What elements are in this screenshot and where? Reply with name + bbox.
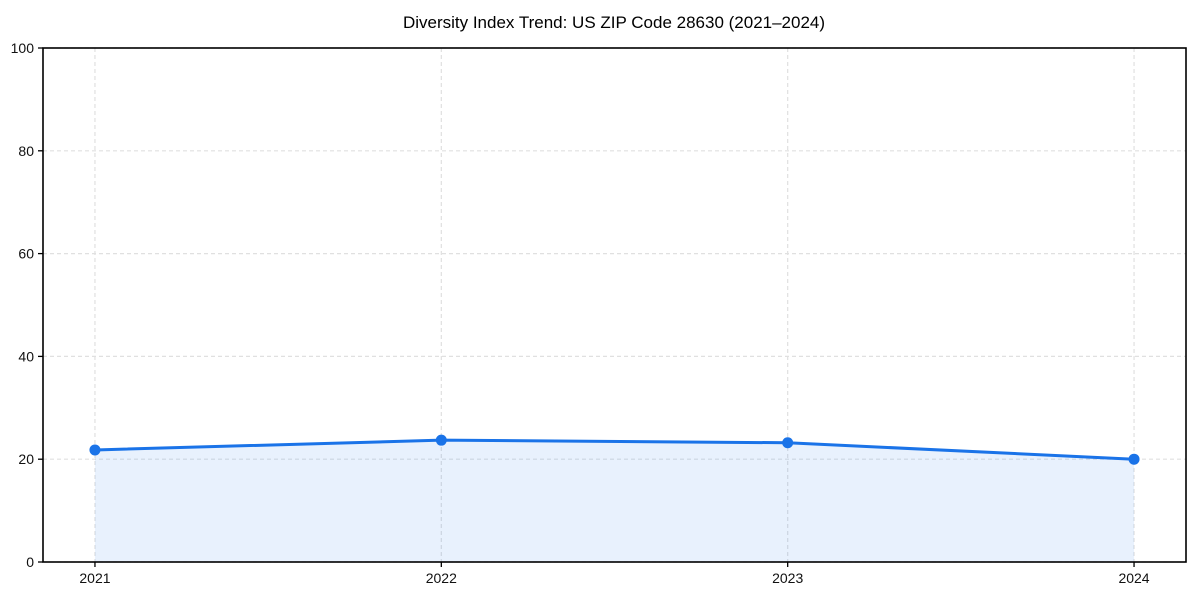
y-tick-label: 20 (18, 451, 34, 467)
series-line (93, 438, 1136, 461)
tick-labels: 0 20 40 60 80 100 2021 2022 2023 2024 (11, 40, 1150, 586)
data-points (89, 434, 1140, 465)
y-tick-label: 80 (18, 143, 34, 159)
data-point (89, 444, 101, 456)
data-point (1128, 453, 1140, 465)
x-tick-label: 2024 (1118, 570, 1149, 586)
y-tick-label: 60 (18, 246, 34, 262)
x-tick-label: 2021 (79, 570, 110, 586)
data-point (435, 434, 447, 446)
y-tick-label: 0 (26, 554, 34, 570)
y-tick-label: 100 (11, 40, 35, 56)
y-tick-label: 40 (18, 348, 34, 364)
gridlines (43, 47, 1186, 563)
series-area (94, 440, 1135, 562)
axes-frame (38, 47, 1187, 567)
x-tick-label: 2022 (426, 570, 457, 586)
chart-title: Diversity Index Trend: US ZIP Code 28630… (403, 13, 825, 32)
area-fill (94, 440, 1135, 562)
plot-border (42, 47, 1187, 563)
data-point (782, 437, 794, 449)
x-tick-label: 2023 (772, 570, 803, 586)
trend-line (93, 438, 1136, 461)
